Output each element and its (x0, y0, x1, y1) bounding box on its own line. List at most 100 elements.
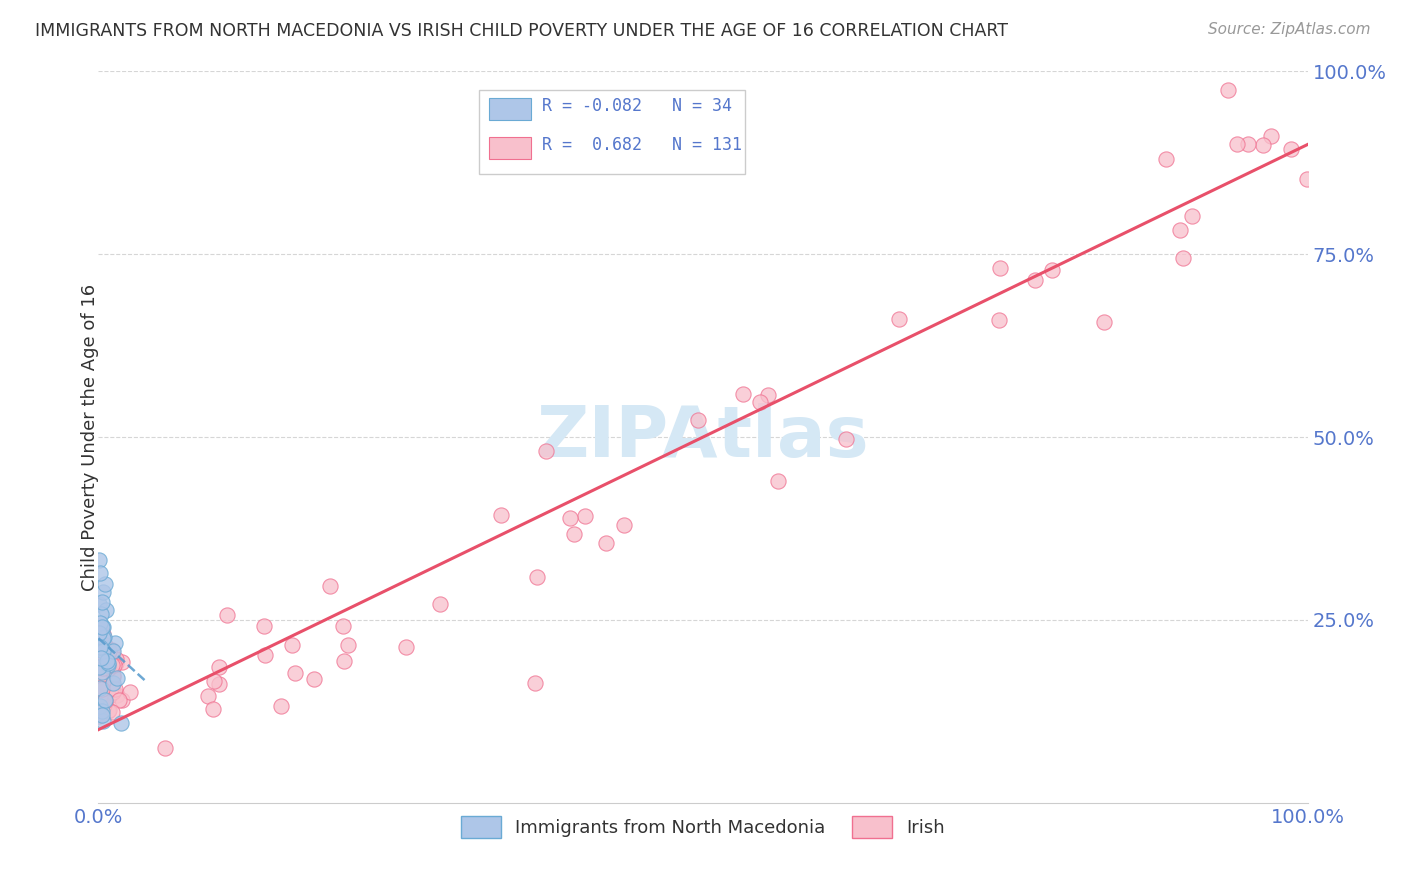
Point (253, 618, 276, 632)
Point (97, 643, 120, 657)
Point (560, 511, 582, 525)
Point (105, 671, 128, 685)
Point (90, 651, 112, 665)
Point (104, 682, 127, 697)
Point (101, 643, 124, 657)
Point (201, 701, 224, 715)
Point (96, 675, 118, 690)
Point (100, 659, 122, 673)
Point (89, 626, 111, 640)
Text: Source: ZipAtlas.com: Source: ZipAtlas.com (1208, 22, 1371, 37)
Point (1173, 251, 1195, 265)
Point (87, 709, 110, 723)
Point (98, 673, 121, 687)
Point (562, 526, 585, 541)
Point (887, 312, 910, 326)
Point (337, 638, 360, 652)
Point (94, 666, 117, 681)
Point (89, 691, 111, 706)
Point (87, 640, 110, 655)
Point (105, 652, 128, 666)
Point (1092, 315, 1115, 329)
Point (110, 716, 132, 731)
Point (89, 624, 111, 638)
Point (1154, 153, 1177, 167)
Point (1279, 142, 1302, 156)
Point (94, 693, 117, 707)
Point (87, 660, 110, 674)
Point (103, 657, 125, 672)
Point (97, 658, 120, 673)
Point (100, 648, 122, 663)
Point (94, 576, 117, 591)
Point (534, 444, 557, 458)
Point (89, 615, 111, 630)
Point (89, 640, 111, 654)
Point (523, 675, 546, 690)
Point (90, 665, 112, 680)
Point (89, 640, 111, 654)
Point (254, 648, 277, 662)
Point (101, 705, 124, 719)
Point (688, 413, 710, 427)
Point (89, 681, 111, 695)
Point (101, 675, 124, 690)
Point (90, 647, 112, 661)
Point (93, 672, 115, 686)
Text: R = -0.082   N = 34: R = -0.082 N = 34 (543, 96, 733, 115)
Point (87, 706, 110, 720)
Point (756, 388, 779, 402)
Text: R =  0.682   N = 131: R = 0.682 N = 131 (543, 136, 742, 153)
Text: IMMIGRANTS FROM NORTH MACEDONIA VS IRISH CHILD POVERTY UNDER THE AGE OF 16 CORRE: IMMIGRANTS FROM NORTH MACEDONIA VS IRISH… (35, 22, 1008, 40)
Point (103, 684, 125, 698)
Point (101, 644, 124, 658)
Point (749, 395, 772, 409)
Point (281, 638, 304, 652)
Point (87, 681, 110, 695)
Point (91, 619, 114, 633)
Point (91, 644, 114, 658)
Point (96, 664, 118, 678)
Point (87, 640, 110, 655)
Point (87, 670, 110, 684)
Point (197, 689, 219, 703)
Point (94, 694, 117, 708)
Point (98, 656, 121, 670)
Bar (489, 137, 531, 159)
Point (90, 607, 112, 621)
Point (96, 642, 118, 657)
Point (87, 553, 110, 567)
Point (1295, 172, 1317, 186)
Point (208, 660, 231, 674)
Point (104, 635, 127, 649)
Point (87, 597, 110, 611)
Point (87, 706, 110, 721)
Point (208, 676, 231, 690)
Point (988, 312, 1011, 326)
Point (87, 641, 110, 656)
Point (101, 658, 124, 673)
Point (1225, 137, 1247, 152)
Point (101, 670, 124, 684)
Point (270, 699, 292, 714)
Point (90, 665, 112, 680)
Point (990, 260, 1012, 275)
Point (93, 682, 115, 697)
Point (93, 643, 115, 657)
Point (89, 643, 111, 657)
Point (94, 651, 117, 665)
Point (94, 638, 117, 652)
Point (91, 714, 114, 729)
Point (731, 387, 754, 401)
Point (90, 639, 112, 653)
Point (91, 681, 114, 696)
Legend: Immigrants from North Macedonia, Irish: Immigrants from North Macedonia, Irish (454, 808, 952, 845)
Point (91, 585, 114, 599)
Point (574, 508, 596, 523)
Point (97, 656, 120, 670)
Point (217, 607, 239, 622)
Point (1251, 137, 1274, 152)
Point (91, 631, 114, 645)
Point (89, 688, 111, 702)
Point (302, 672, 325, 686)
